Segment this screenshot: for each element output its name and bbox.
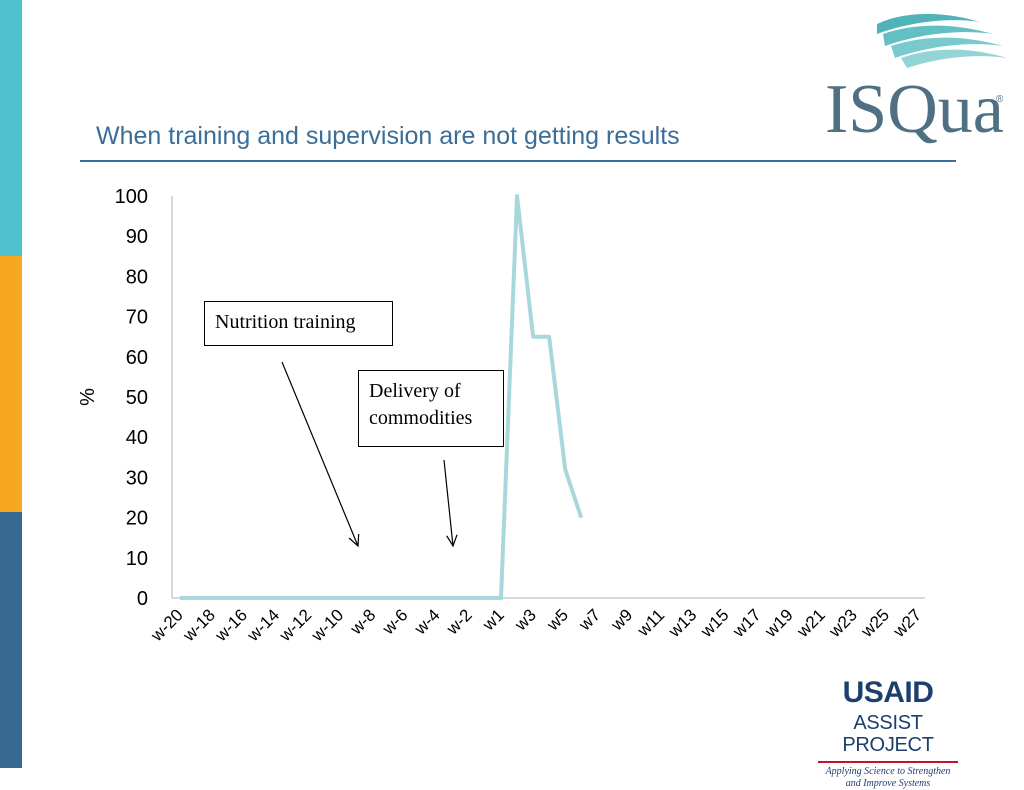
slide-title: When training and supervision are not ge… [96, 122, 680, 150]
accent-segment-blue [0, 512, 22, 768]
annotation-nutrition-training: Nutrition training [204, 301, 393, 346]
y-tick-label: 60 [126, 347, 148, 369]
x-tick-label: w17 [728, 605, 764, 641]
x-tick-label: w3 [510, 605, 540, 635]
y-tick-label: 90 [126, 226, 148, 248]
y-tick-label: 80 [126, 266, 148, 288]
x-tick-label: w-20 [147, 605, 187, 645]
y-tick-label: 70 [126, 307, 148, 329]
accent-segment-teal [0, 0, 22, 256]
x-tick-label: w-2 [442, 605, 476, 639]
x-tick-label: w9 [607, 605, 637, 635]
x-tick-label: w-12 [275, 605, 315, 645]
y-tick-label: 100 [115, 186, 148, 208]
x-tick-label: w-8 [346, 605, 380, 639]
y-tick-label: 30 [126, 467, 148, 489]
title-divider [80, 160, 956, 162]
y-tick-label: 50 [126, 387, 148, 409]
isqua-logo: ISQua ® [815, 0, 1024, 160]
arrow-nutrition-training [281, 361, 360, 548]
x-tick-label: w-18 [179, 605, 219, 645]
x-tick-label: w13 [664, 605, 700, 641]
arrow-shaft [281, 361, 359, 547]
x-tick-label: w-16 [211, 605, 251, 645]
x-tick-label: w25 [857, 605, 893, 641]
arrow-head [446, 534, 458, 548]
arrow-delivery-commodities [443, 459, 458, 548]
x-tick-label: w15 [696, 605, 732, 641]
x-tick-label: w11 [633, 605, 668, 640]
usaid-tagline-2: and Improve Systems [845, 778, 931, 789]
y-tick-label: 20 [126, 508, 148, 530]
x-tick-label: w23 [825, 605, 861, 641]
y-tick-label: 10 [126, 548, 148, 570]
x-tick-label: w-6 [378, 605, 412, 639]
assist-project-name: ASSIST PROJECT [842, 712, 934, 756]
registered-mark: ® [996, 94, 1004, 105]
x-tick-label: w7 [575, 605, 605, 635]
accent-segment-orange [0, 256, 22, 512]
left-accent-bar [0, 0, 22, 768]
x-tick-label: w5 [543, 605, 573, 635]
x-tick-label: w-14 [243, 605, 283, 645]
x-tick-label: w1 [478, 605, 508, 635]
y-tick-label: 40 [126, 427, 148, 449]
series-line [180, 194, 584, 600]
annotation-delivery-line-2: commodities [369, 407, 473, 429]
usaid-name: USAID [842, 676, 934, 709]
arrow-shaft [443, 459, 454, 547]
annotation-delivery-line-1: Delivery of [369, 380, 461, 402]
x-tick-label: w19 [761, 605, 797, 641]
usaid-red-rule [818, 761, 958, 763]
annotation-nutrition-text: Nutrition training [215, 311, 356, 333]
x-tick-label: w-4 [410, 605, 444, 639]
arrow-head [348, 533, 360, 548]
annotation-delivery-commodities: Delivery of commodities [358, 370, 504, 447]
y-axis-label: % [77, 388, 99, 406]
x-tick-label: w21 [793, 605, 829, 641]
x-tick-label: w27 [889, 605, 925, 641]
isqua-wave-icon [877, 13, 1007, 68]
isqua-wordmark: ISQua [825, 71, 1004, 148]
x-tick-label: w-10 [307, 605, 347, 645]
y-tick-label: 0 [137, 588, 148, 610]
